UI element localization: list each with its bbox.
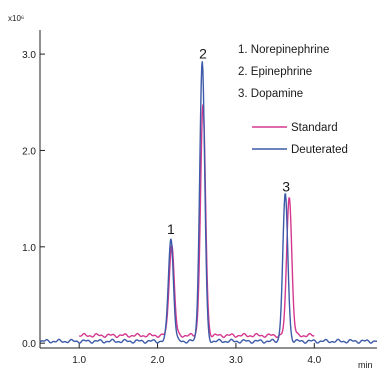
y-multiplier-label: x10⁶ bbox=[8, 14, 24, 23]
x-tick-label: 1.0 bbox=[72, 355, 86, 366]
legend-compound-2: 2. Epinephrine bbox=[238, 66, 312, 78]
x-tick-label: 3.0 bbox=[229, 355, 243, 366]
plot-axes: 0.0 1.0 2.0 3.0 1.0 2.0 3.0 4.0 min bbox=[22, 30, 377, 369]
y-tick-label: 0.0 bbox=[22, 339, 36, 350]
y-tick-label: 2.0 bbox=[22, 146, 36, 157]
y-tick-label: 1.0 bbox=[22, 243, 36, 254]
legend-label-standard: Standard bbox=[291, 122, 338, 134]
series-group bbox=[39, 61, 377, 344]
x-axis-label: min bbox=[358, 360, 373, 369]
peak-label: 1 bbox=[167, 221, 175, 237]
x-tick-label: 2.0 bbox=[151, 355, 165, 366]
legend: 1. Norepinephrine 2. Epinephrine 3. Dopa… bbox=[238, 44, 348, 156]
legend-compound-3: 3. Dopamine bbox=[238, 88, 303, 100]
peak-label: 2 bbox=[199, 46, 207, 62]
peak-labels: 1 2 3 bbox=[167, 46, 290, 237]
peak-label: 3 bbox=[282, 179, 290, 195]
y-tick-label: 3.0 bbox=[22, 50, 36, 61]
series-line-deuterated bbox=[39, 61, 377, 344]
legend-label-deuterated: Deuterated bbox=[291, 144, 348, 156]
legend-compound-1: 1. Norepinephrine bbox=[238, 44, 329, 56]
x-tick-label: 4.0 bbox=[307, 355, 321, 366]
